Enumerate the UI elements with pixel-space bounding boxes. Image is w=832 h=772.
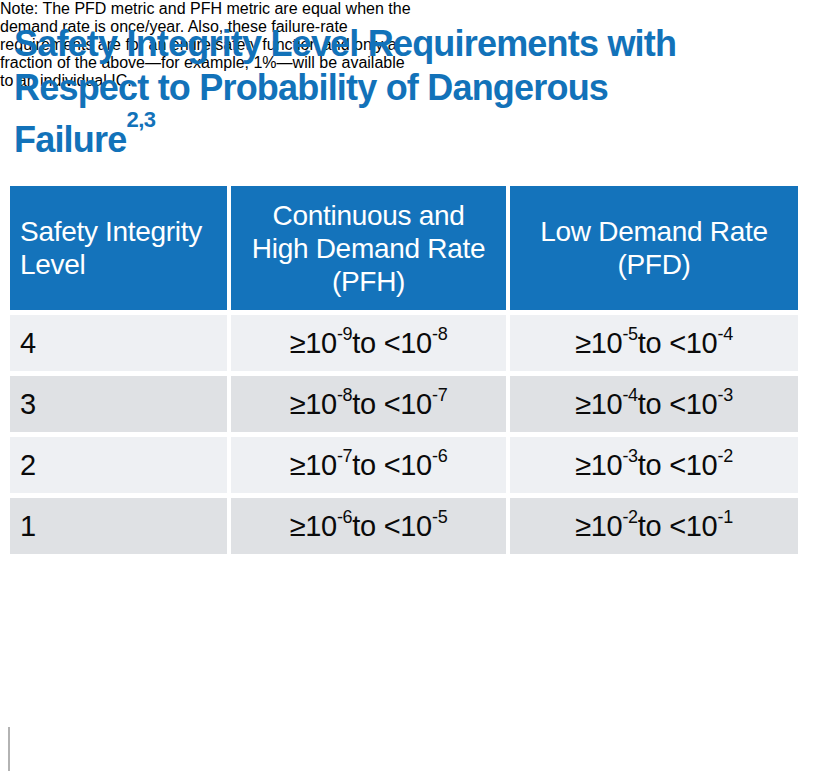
range-text: ≥10 — [290, 449, 337, 482]
range-text: to <10 — [638, 327, 718, 360]
sil-level-cell: 1 — [10, 498, 227, 554]
title-line-2: Respect to Probability of Dangerous — [14, 66, 676, 110]
range-text: ≥10 — [575, 510, 622, 543]
pfd-range-cell: ≥10-5 to <10-4 — [510, 315, 798, 371]
pfh-range-cell: ≥10-8 to <10-7 — [231, 376, 506, 432]
header-low-demand-pfd: Low Demand Rate (PFD) — [510, 186, 798, 310]
range-text: ≥10 — [575, 327, 622, 360]
sil-requirements-table: Safety Integrity Level Continuous and Hi… — [10, 186, 798, 554]
header-text: Continuous and — [273, 199, 465, 232]
range-text: to <10 — [352, 327, 432, 360]
pfd-range-cell: ≥10-2 to <10-1 — [510, 498, 798, 554]
title-line-3-text: Failure — [14, 119, 126, 160]
pfh-range-cell: ≥10-6 to <10-5 — [231, 498, 506, 554]
title-line-3: Failure2,3 — [14, 110, 676, 162]
sil-level-cell: 4 — [10, 315, 227, 371]
header-text: Low Demand Rate — [540, 215, 767, 248]
range-text: to <10 — [352, 388, 432, 421]
header-text: Safety Integrity — [20, 215, 202, 248]
pfh-range-cell: ≥10-7 to <10-6 — [231, 437, 506, 493]
header-text: High Demand Rate — [252, 232, 485, 265]
range-text: ≥10 — [290, 510, 337, 543]
header-safety-integrity-level: Safety Integrity Level — [10, 186, 227, 310]
range-text: to <10 — [638, 449, 718, 482]
range-text: to <10 — [638, 510, 718, 543]
range-text: to <10 — [352, 449, 432, 482]
header-text: (PFD) — [617, 248, 690, 281]
pfd-range-cell: ≥10-3 to <10-2 — [510, 437, 798, 493]
header-text: Level — [20, 248, 85, 281]
text-cursor — [8, 727, 10, 771]
range-text: ≥10 — [575, 449, 622, 482]
sil-level-cell: 2 — [10, 437, 227, 493]
note-line: Note: The PFD metric and PFH metric are … — [0, 0, 832, 18]
header-text: (PFH) — [332, 265, 405, 298]
pfh-range-cell: ≥10-9 to <10-8 — [231, 315, 506, 371]
range-text: ≥10 — [290, 327, 337, 360]
slide-page: Safety Integrity Level Requirements with… — [0, 0, 832, 772]
header-continuous-high-demand-pfh: Continuous and High Demand Rate (PFH) — [231, 186, 506, 310]
title-footnote-refs: 2,3 — [126, 107, 155, 132]
range-text: ≥10 — [290, 388, 337, 421]
pfd-range-cell: ≥10-4 to <10-3 — [510, 376, 798, 432]
range-text: to <10 — [638, 388, 718, 421]
page-title: Safety Integrity Level Requirements with… — [14, 22, 676, 162]
range-text: ≥10 — [575, 388, 622, 421]
range-text: to <10 — [352, 510, 432, 543]
title-line-1: Safety Integrity Level Requirements with — [14, 22, 676, 66]
sil-level-cell: 3 — [10, 376, 227, 432]
